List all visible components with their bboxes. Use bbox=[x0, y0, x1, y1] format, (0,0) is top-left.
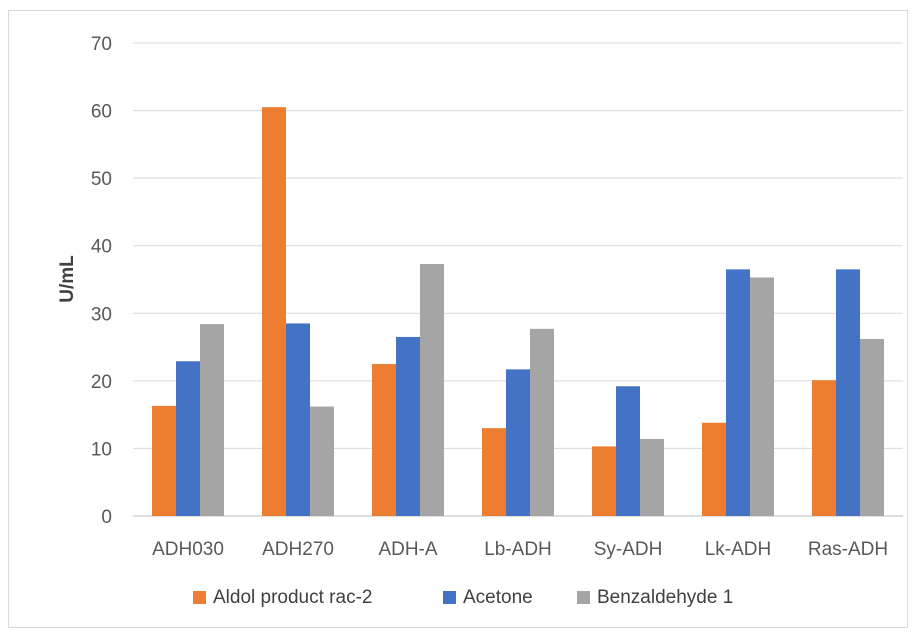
bar bbox=[726, 269, 750, 516]
bar bbox=[702, 422, 726, 516]
x-tick-label: Lk-ADH bbox=[705, 539, 772, 560]
legend-label: Benzaldehyde 1 bbox=[597, 587, 733, 608]
y-tick-label: 20 bbox=[91, 372, 112, 393]
legend: Aldol product rac-2 Acetone Benzaldehyde 1 bbox=[193, 587, 733, 608]
bar bbox=[152, 405, 176, 516]
x-tick-label: Sy-ADH bbox=[594, 539, 663, 560]
y-tick-label: 0 bbox=[101, 507, 112, 528]
bar bbox=[420, 263, 444, 516]
x-tick-label: ADH030 bbox=[152, 539, 224, 560]
legend-swatch bbox=[193, 591, 206, 604]
bar bbox=[310, 406, 334, 516]
bar bbox=[640, 438, 664, 516]
bar bbox=[176, 361, 200, 516]
legend-label: Aldol product rac-2 bbox=[213, 587, 372, 608]
y-tick-label: 70 bbox=[91, 34, 112, 55]
bar bbox=[396, 336, 420, 516]
x-tick-labels: ADH030 ADH270 ADH-A Lb-ADH Sy-ADH Lk-ADH Ras-A… bbox=[152, 539, 888, 560]
bar bbox=[506, 369, 530, 516]
bar bbox=[530, 328, 554, 516]
bar bbox=[262, 107, 286, 516]
y-tick-label: 10 bbox=[91, 439, 112, 460]
bar bbox=[812, 380, 836, 516]
y-tick-label: 30 bbox=[91, 304, 112, 325]
x-tick-label: ADH270 bbox=[262, 539, 334, 560]
bar bbox=[616, 386, 640, 516]
bar bbox=[836, 269, 860, 516]
y-tick-labels: 0 10 20 30 40 50 60 70 bbox=[91, 34, 112, 528]
bar bbox=[286, 323, 310, 516]
bar bbox=[200, 324, 224, 516]
bars bbox=[152, 107, 884, 516]
y-tick-label: 60 bbox=[91, 102, 112, 123]
bar bbox=[750, 277, 774, 516]
legend-label: Acetone bbox=[463, 587, 533, 608]
x-tick-label: Lb-ADH bbox=[484, 539, 552, 560]
legend-swatch bbox=[443, 591, 456, 604]
gridlines bbox=[133, 42, 903, 517]
bar bbox=[372, 363, 396, 516]
y-tick-label: 50 bbox=[91, 169, 112, 190]
y-axis-title: U/mL bbox=[57, 255, 78, 303]
legend-swatch bbox=[577, 591, 590, 604]
bar bbox=[592, 446, 616, 516]
x-tick-label: ADH-A bbox=[378, 539, 437, 560]
y-tick-label: 40 bbox=[91, 237, 112, 258]
x-tick-label: Ras-ADH bbox=[808, 539, 888, 560]
bar bbox=[860, 338, 884, 516]
bar bbox=[482, 428, 506, 516]
